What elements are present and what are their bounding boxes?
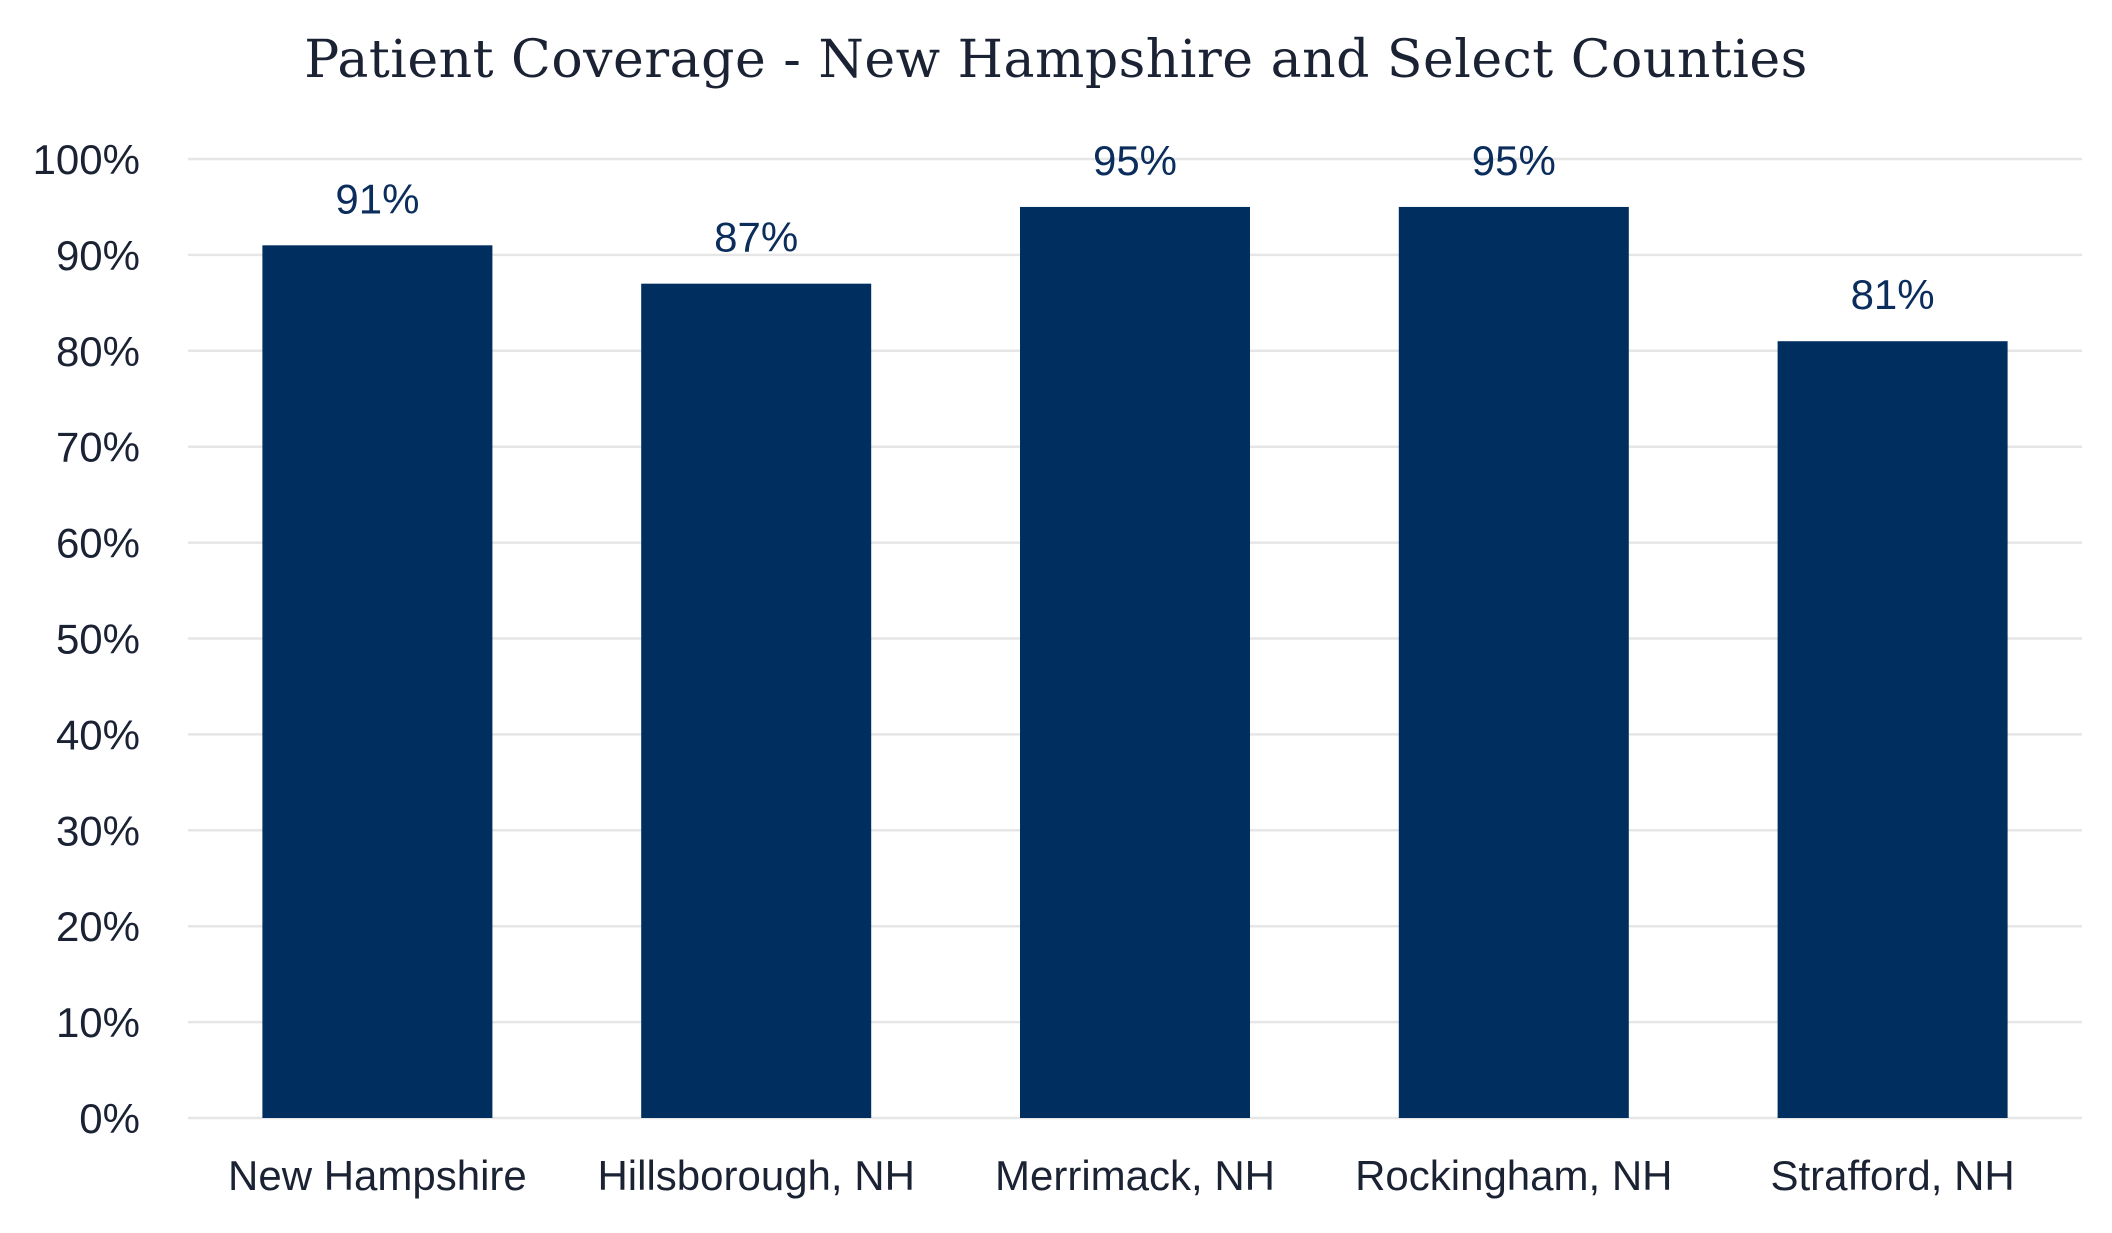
x-tick-label: Hillsborough, NH [597,1152,914,1199]
y-tick-label: 70% [56,424,140,471]
x-tick-label: New Hampshire [228,1152,527,1199]
data-label: 95% [1472,137,1556,184]
y-tick-label: 20% [56,903,140,950]
chart-title: Patient Coverage - New Hampshire and Sel… [304,30,1808,90]
bar [1020,206,1250,1118]
y-tick-label: 10% [56,999,140,1046]
y-tick-label: 100% [33,136,140,183]
x-tick-label: Rockingham, NH [1355,1152,1672,1199]
data-label: 81% [1851,271,1935,318]
data-label: 87% [714,214,798,261]
y-tick-label: 80% [56,328,140,375]
x-tick-label: Strafford, NH [1770,1152,2014,1199]
bar [1777,341,2008,1119]
y-axis-tick-labels: 0% 10% 20% 30% 40% 50% 60% 70% 80% 90% 100% [33,136,140,1142]
bars [262,206,2008,1119]
data-label: 95% [1093,137,1177,184]
data-label: 91% [335,175,419,222]
bar [1398,206,1629,1118]
data-labels: 91% 87% 95% 95% 81% [335,137,1934,318]
y-tick-label: 50% [56,616,140,663]
x-tick-label: Merrimack, NH [995,1152,1275,1199]
y-tick-label: 30% [56,807,140,854]
bar [262,245,493,1118]
x-axis-tick-labels: New Hampshire Hillsborough, NH Merrimack, … [228,1152,2015,1199]
y-tick-label: 0% [79,1095,140,1142]
y-tick-label: 90% [56,232,140,279]
y-tick-label: 40% [56,711,140,758]
bar [641,283,872,1118]
y-tick-label: 60% [56,520,140,567]
